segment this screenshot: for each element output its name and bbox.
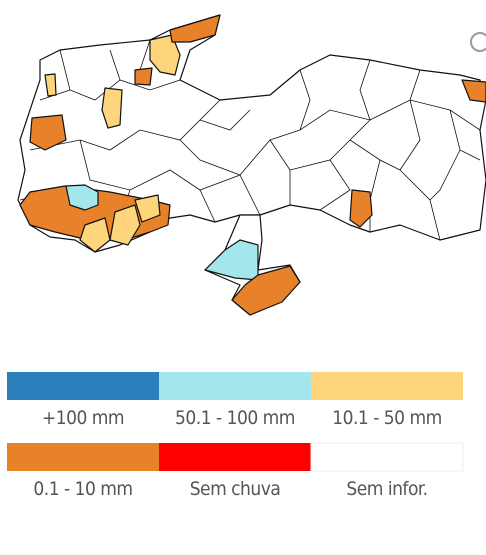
region-yellow [109, 204, 141, 246]
region-yellow [101, 87, 123, 129]
legend-swatch [159, 443, 311, 471]
legend-label: 0.1 - 10 mm [33, 478, 132, 500]
region-orange [461, 79, 486, 103]
region-yellow [79, 217, 111, 253]
legend-swatch [310, 442, 464, 472]
region-yellow [134, 194, 161, 223]
compass [470, 32, 486, 52]
legend-label: Sem chuva [190, 478, 281, 500]
region-orange [349, 189, 373, 228]
region-orange [231, 265, 301, 316]
region-lightblue [65, 184, 99, 211]
region-yellow [44, 73, 57, 97]
legend-label: Sem infor. [346, 478, 427, 500]
legend-label: +100 mm [42, 407, 124, 429]
legend-swatch [7, 372, 159, 400]
legend-swatch [311, 372, 463, 400]
legend-swatch [159, 372, 311, 400]
region-orange [29, 114, 67, 151]
region-orange [169, 14, 221, 43]
legend-swatch [7, 443, 159, 471]
legend-label: 10.1 - 50 mm [332, 407, 442, 429]
map [17, 14, 486, 316]
legend-label: 50.1 - 100 mm [175, 407, 295, 429]
region-orange [134, 67, 153, 86]
legend: +100 mm 50.1 - 100 mm 10.1 - 50 mm 0.1 - 10… [7, 372, 464, 500]
